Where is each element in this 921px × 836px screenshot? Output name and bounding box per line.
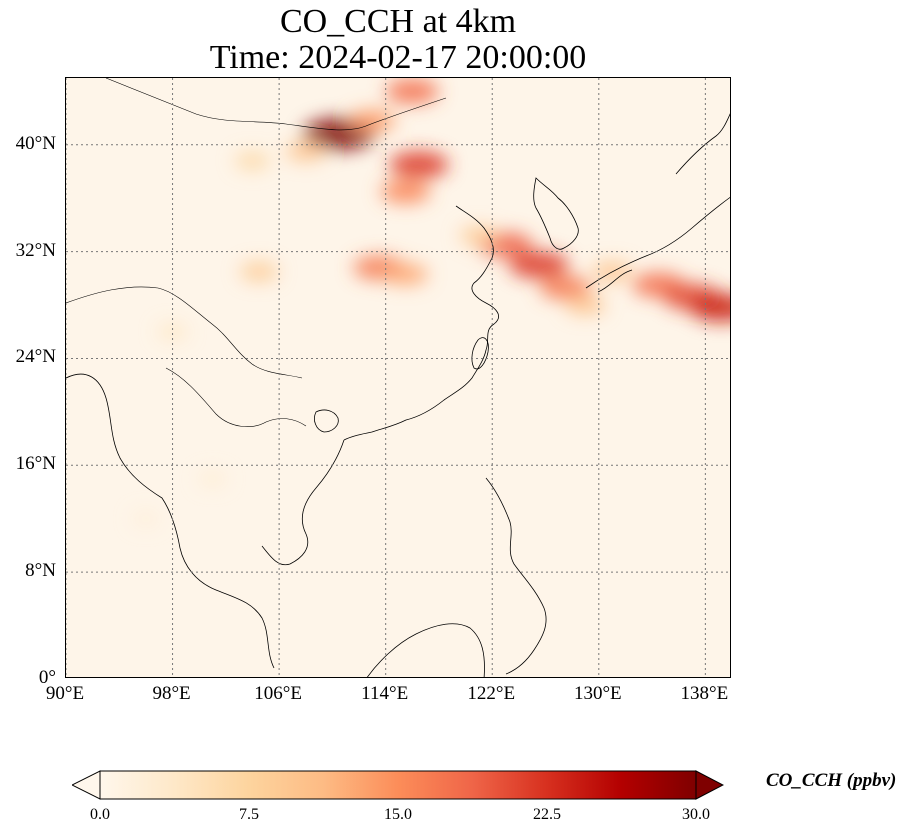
taiwan-island [471, 337, 489, 370]
co-concentration-field [132, 78, 730, 527]
colorbar-high-extend [695, 770, 724, 800]
co-plume-21 [132, 511, 160, 527]
co-plume-18 [459, 225, 499, 246]
lon-label-130: 130°E [573, 683, 622, 704]
lon-label-122: 122°E [467, 683, 516, 704]
japan-coastline [585, 113, 730, 293]
map-background [66, 78, 730, 677]
lat-label-16: 16°N [15, 453, 56, 475]
map-title: CO_CCH at 4km [279, 3, 517, 40]
china-coastline [343, 205, 499, 441]
lat-label-32: 32°N [15, 239, 56, 261]
map-plot-area [65, 77, 731, 678]
lon-label-138: 138°E [680, 683, 729, 704]
lon-label-90: 90°E [45, 683, 85, 704]
korea-coastline [533, 177, 579, 250]
philippines-coastline [485, 477, 547, 675]
colorbar-tick-label: 15.0 [384, 806, 412, 823]
coastlines-borders [66, 78, 730, 677]
co-plume-20 [198, 470, 227, 487]
co-plume-13 [565, 295, 606, 316]
colorbar-tick-label: 22.5 [533, 806, 561, 823]
co-plume-12 [539, 275, 592, 300]
colorbar-label: CO_CCH (ppbv) [766, 770, 897, 791]
colorbar-tick-label: 7.5 [239, 806, 259, 823]
lon-label-106: 106°E [254, 683, 302, 704]
colorbar-tick-label: 0.0 [90, 806, 110, 823]
map-canvas [66, 78, 730, 677]
colorbar-low-extend [72, 770, 101, 800]
co-plume-9 [239, 261, 279, 282]
co-plume-2 [385, 78, 439, 104]
lon-label-98: 98°E [152, 683, 191, 704]
co-plume-1 [349, 109, 396, 132]
lat-label-8: 8°N [25, 560, 56, 582]
borneo-coastline [366, 623, 485, 677]
co-plume-8 [383, 263, 429, 286]
co-plume-6 [380, 179, 431, 204]
hainan-island [314, 409, 339, 433]
co-plume-4 [234, 151, 271, 170]
graticule [66, 78, 730, 677]
co-plume-11 [509, 251, 569, 279]
national-borders [66, 78, 447, 427]
co-plume-17 [690, 293, 730, 322]
colorbar-gradient [99, 770, 697, 800]
lat-label-0: 0° [38, 667, 56, 688]
co-plume-3 [285, 141, 326, 162]
map-subtitle-time: Time: 2024-02-17 20:00:00 [209, 39, 587, 76]
lon-label-114: 114°E [361, 683, 409, 704]
colorbar [72, 770, 724, 800]
co-plume-5 [389, 151, 449, 179]
lat-label-40: 40°N [15, 132, 56, 154]
lat-label-24: 24°N [15, 346, 56, 368]
colorbar-tick-label: 30.0 [682, 806, 710, 823]
co-plume-19 [157, 323, 188, 340]
